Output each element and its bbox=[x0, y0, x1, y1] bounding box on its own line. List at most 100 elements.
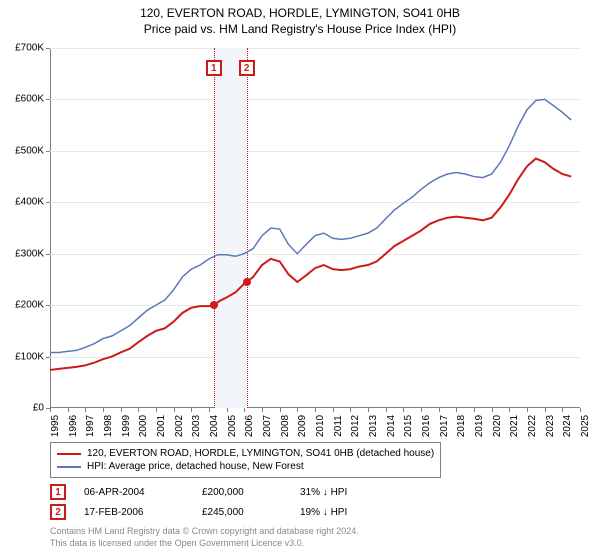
x-tick-mark bbox=[156, 408, 157, 412]
x-tick-mark bbox=[509, 408, 510, 412]
x-tick-mark bbox=[350, 408, 351, 412]
x-tick-label: 2001 bbox=[156, 415, 167, 437]
series-line-hpi bbox=[50, 99, 571, 352]
y-tick-label: £300K bbox=[15, 248, 44, 259]
x-tick-label: 2016 bbox=[421, 415, 432, 437]
x-tick-label: 2010 bbox=[315, 415, 326, 437]
chart-title-line2: Price paid vs. HM Land Registry's House … bbox=[0, 22, 600, 36]
x-tick-mark bbox=[456, 408, 457, 412]
x-tick-label: 2014 bbox=[386, 415, 397, 437]
x-tick-label: 2009 bbox=[297, 415, 308, 437]
x-tick-mark bbox=[85, 408, 86, 412]
x-tick-mark bbox=[227, 408, 228, 412]
x-tick-label: 1999 bbox=[121, 415, 132, 437]
x-tick-mark bbox=[386, 408, 387, 412]
x-tick-mark bbox=[545, 408, 546, 412]
x-tick-label: 2008 bbox=[280, 415, 291, 437]
y-tick-label: £400K bbox=[15, 197, 44, 208]
x-tick-label: 2005 bbox=[227, 415, 238, 437]
legend-swatch bbox=[57, 466, 81, 468]
y-tick-mark bbox=[46, 48, 50, 49]
legend-label: HPI: Average price, detached house, New … bbox=[87, 461, 304, 472]
sales-row: 2 17-FEB-2006 £245,000 19% ↓ HPI bbox=[50, 502, 400, 522]
x-tick-mark bbox=[474, 408, 475, 412]
x-tick-mark bbox=[421, 408, 422, 412]
x-tick-mark bbox=[333, 408, 334, 412]
x-tick-label: 2021 bbox=[509, 415, 520, 437]
x-tick-mark bbox=[50, 408, 51, 412]
y-tick-mark bbox=[46, 408, 50, 409]
legend-item: 120, EVERTON ROAD, HORDLE, LYMINGTON, SO… bbox=[57, 447, 434, 460]
x-tick-label: 2019 bbox=[474, 415, 485, 437]
x-tick-mark bbox=[492, 408, 493, 412]
y-tick-mark bbox=[46, 254, 50, 255]
x-tick-label: 2011 bbox=[333, 415, 344, 437]
x-tick-label: 2007 bbox=[262, 415, 273, 437]
x-tick-mark bbox=[262, 408, 263, 412]
x-tick-label: 2013 bbox=[368, 415, 379, 437]
x-tick-mark bbox=[121, 408, 122, 412]
x-tick-label: 2022 bbox=[527, 415, 538, 437]
x-tick-mark bbox=[68, 408, 69, 412]
x-tick-mark bbox=[580, 408, 581, 412]
line-series-svg bbox=[50, 48, 580, 408]
x-tick-label: 2024 bbox=[562, 415, 573, 437]
sales-table: 1 06-APR-2004 £200,000 31% ↓ HPI 2 17-FEB-200… bbox=[50, 482, 400, 522]
x-tick-label: 1995 bbox=[50, 415, 61, 437]
sales-row-date: 06-APR-2004 bbox=[84, 487, 184, 498]
sale-marker-dot bbox=[243, 278, 251, 286]
footer-line1: Contains HM Land Registry data © Crown c… bbox=[50, 526, 359, 538]
x-tick-label: 1998 bbox=[103, 415, 114, 437]
y-tick-mark bbox=[46, 305, 50, 306]
x-tick-label: 2015 bbox=[403, 415, 414, 437]
x-tick-mark bbox=[280, 408, 281, 412]
sales-row: 1 06-APR-2004 £200,000 31% ↓ HPI bbox=[50, 482, 400, 502]
y-tick-mark bbox=[46, 357, 50, 358]
sales-row-pct: 19% ↓ HPI bbox=[300, 507, 400, 518]
sales-row-pct: 31% ↓ HPI bbox=[300, 487, 400, 498]
sales-row-marker: 1 bbox=[50, 484, 66, 500]
x-tick-label: 2004 bbox=[209, 415, 220, 437]
legend-label: 120, EVERTON ROAD, HORDLE, LYMINGTON, SO… bbox=[87, 448, 434, 459]
x-tick-mark bbox=[368, 408, 369, 412]
y-tick-label: £500K bbox=[15, 145, 44, 156]
x-tick-mark bbox=[562, 408, 563, 412]
x-tick-mark bbox=[138, 408, 139, 412]
x-tick-mark bbox=[103, 408, 104, 412]
y-tick-mark bbox=[46, 202, 50, 203]
footer-line2: This data is licensed under the Open Gov… bbox=[50, 538, 359, 550]
y-tick-label: £0 bbox=[33, 403, 44, 414]
y-tick-mark bbox=[46, 151, 50, 152]
x-tick-label: 2018 bbox=[456, 415, 467, 437]
x-tick-mark bbox=[527, 408, 528, 412]
x-tick-label: 2002 bbox=[174, 415, 185, 437]
y-tick-label: £600K bbox=[15, 94, 44, 105]
sale-marker-dot bbox=[210, 301, 218, 309]
x-tick-label: 1996 bbox=[68, 415, 79, 437]
x-tick-label: 2012 bbox=[350, 415, 361, 437]
sales-row-price: £245,000 bbox=[202, 507, 282, 518]
chart-legend: 120, EVERTON ROAD, HORDLE, LYMINGTON, SO… bbox=[50, 442, 441, 478]
x-tick-label: 2017 bbox=[439, 415, 450, 437]
x-tick-mark bbox=[209, 408, 210, 412]
series-line-property bbox=[50, 159, 571, 370]
sales-row-marker: 2 bbox=[50, 504, 66, 520]
chart-plot-area: 12 1995199619971998199920002001200220032… bbox=[50, 48, 580, 408]
y-tick-label: £700K bbox=[15, 43, 44, 54]
y-tick-mark bbox=[46, 99, 50, 100]
x-tick-mark bbox=[297, 408, 298, 412]
x-tick-label: 2023 bbox=[545, 415, 556, 437]
x-tick-label: 2020 bbox=[492, 415, 503, 437]
x-tick-label: 2006 bbox=[244, 415, 255, 437]
y-tick-label: £200K bbox=[15, 300, 44, 311]
sales-row-date: 17-FEB-2006 bbox=[84, 507, 184, 518]
x-tick-label: 2025 bbox=[580, 415, 591, 437]
x-tick-mark bbox=[244, 408, 245, 412]
x-tick-label: 1997 bbox=[85, 415, 96, 437]
footer-attribution: Contains HM Land Registry data © Crown c… bbox=[50, 526, 359, 549]
legend-item: HPI: Average price, detached house, New … bbox=[57, 460, 434, 473]
x-tick-mark bbox=[439, 408, 440, 412]
legend-swatch bbox=[57, 453, 81, 455]
sales-row-price: £200,000 bbox=[202, 487, 282, 498]
y-tick-label: £100K bbox=[15, 351, 44, 362]
